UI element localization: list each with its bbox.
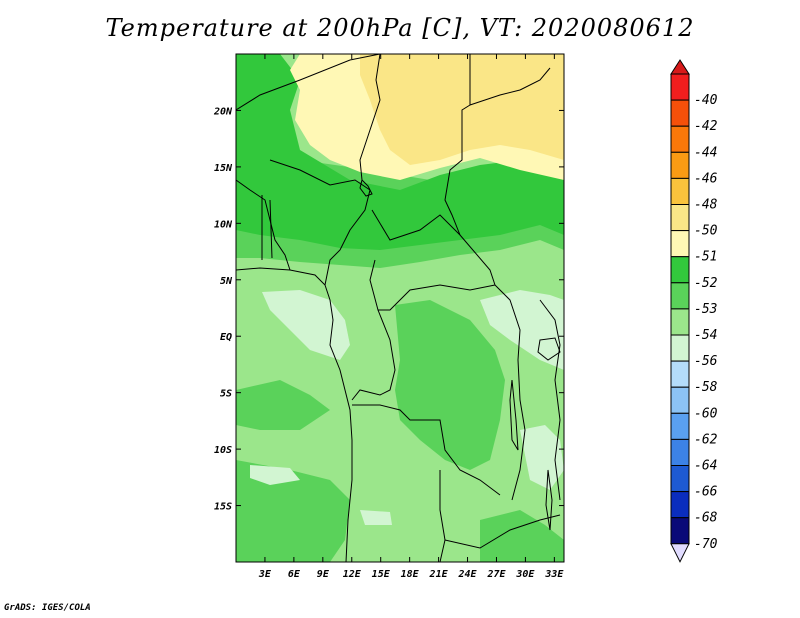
colorbar-swatch	[670, 177, 690, 205]
colorbar-swatch	[670, 465, 690, 493]
lon-tick-label: 15E	[372, 569, 391, 580]
grads-credit: GrADS: IGES/COLA	[4, 603, 91, 613]
lat-tick-label: 5N	[220, 276, 233, 287]
border-ghana-togo	[261, 195, 273, 260]
colorbar-swatch	[670, 230, 690, 258]
colorbar-label: -60	[694, 406, 718, 421]
lon-tick-label: 18E	[401, 569, 420, 580]
colorbar-label: -52	[694, 276, 718, 291]
colorbar-swatch	[670, 386, 690, 414]
colorbar-label: -50	[694, 224, 718, 239]
border-zambia-south	[444, 514, 561, 549]
colorbar: -40 -42 -44 -46 -48 -50 -51 -52 -53 -54 -56 -58 -60 -…	[670, 59, 718, 563]
lon-tick-label: 33E	[544, 569, 564, 580]
lon-tick-label: 6E	[288, 569, 301, 580]
lon-tick-label: 27E	[486, 569, 506, 580]
lat-tick-label: 10S	[214, 445, 232, 456]
boundaries	[236, 54, 561, 562]
colorbar-swatch	[670, 491, 690, 519]
colorbar-label: -40	[694, 93, 718, 108]
border-chad-car	[371, 209, 496, 286]
colorbar-label: -53	[694, 302, 717, 317]
border-algeria-niger	[236, 54, 381, 111]
lake-victoria	[537, 337, 561, 361]
lake-malawi	[545, 469, 553, 531]
colorbar-label: -56	[694, 354, 718, 369]
colorbar-swatch	[670, 99, 690, 127]
lake-chad	[359, 179, 373, 197]
colorbar-label: -66	[694, 485, 718, 500]
colorbar-swatch	[670, 151, 690, 179]
colorbar-swatch	[670, 73, 690, 101]
colorbar-label: -51	[694, 250, 717, 265]
colorbar-swatch	[670, 308, 690, 336]
lat-tick-label: 5S	[220, 389, 232, 400]
colorbar-swatch	[670, 360, 690, 388]
field-dark-green	[236, 54, 564, 250]
lon-tick-label: 12E	[343, 569, 362, 580]
border-angola-zambia	[439, 470, 446, 562]
lon-tick-label: 30E	[515, 569, 535, 580]
colorbar-label: -64	[694, 459, 717, 474]
colorbar-label: -44	[694, 145, 717, 160]
colorbar-label: -70	[694, 537, 718, 552]
border-nigeria-cameroon	[324, 189, 371, 286]
lake-tanganyika	[509, 379, 519, 451]
colorbar-swatch	[670, 334, 690, 362]
field-medium-green-southeast	[480, 510, 564, 562]
red-sea-coast	[469, 67, 551, 106]
border-congo-drc	[351, 309, 396, 401]
lat-tick-label: 15N	[214, 163, 233, 174]
border-cameroon-car	[369, 259, 496, 311]
lon-tick-label: 21E	[429, 569, 449, 580]
longitude-axis: 3E 6E 9E 12E 15E 18E 21E 24E 27E 30E 33E	[258, 54, 564, 580]
colorbar-label: -42	[694, 119, 718, 134]
colorbar-swatch	[670, 282, 690, 310]
colorbar-label: -68	[694, 511, 718, 526]
lon-tick-label: 24E	[457, 569, 477, 580]
chart-title: Temperature at 200hPa [C], VT: 202008061…	[105, 14, 695, 42]
border-drc-east	[494, 284, 526, 501]
colorbar-swatch	[670, 412, 690, 440]
field-cool-patch-south-2	[360, 510, 392, 525]
border-niger-nigeria	[269, 159, 371, 191]
colorbar-label: -58	[694, 380, 718, 395]
lat-tick-label: 15S	[214, 502, 232, 513]
lat-tick-label: 10N	[214, 219, 233, 230]
field-medium-green-center	[395, 300, 505, 470]
border-east-africa	[539, 299, 561, 501]
colorbar-swatch	[670, 204, 690, 232]
map-frame	[235, 53, 565, 563]
field-cool-patch-east	[480, 290, 564, 370]
temperature-field	[236, 54, 564, 562]
colorbar-bottom-triangle	[670, 543, 690, 563]
lon-tick-label: 9E	[317, 569, 330, 580]
colorbar-label: -48	[694, 198, 718, 213]
colorbar-swatch	[670, 517, 690, 545]
lon-tick-label: 3E	[258, 569, 272, 580]
lat-tick-label: 20N	[213, 106, 233, 117]
border-west-africa	[236, 179, 291, 271]
colorbar-label: -46	[694, 171, 718, 186]
border-egypt-sudan	[444, 54, 471, 236]
colorbar-swatch	[670, 438, 690, 466]
field-cool-patch-lake	[520, 425, 564, 490]
colorbar-label: -54	[694, 328, 717, 343]
coastline-west	[236, 267, 353, 562]
colorbar-swatch	[670, 256, 690, 284]
latitude-axis: 20N 15N 10N 5N EQ 5S 10S 15S	[213, 106, 564, 513]
colorbar-label: -62	[694, 432, 718, 447]
border-angola-drc	[352, 404, 501, 496]
field-medium-green-southwest	[236, 460, 350, 562]
colorbar-swatch	[670, 125, 690, 153]
colorbar-top-triangle	[670, 59, 690, 75]
field-cool-patch-west	[262, 290, 350, 360]
field-medium-green-south	[236, 380, 330, 430]
lat-tick-label: EQ	[220, 332, 232, 343]
border-libya-chad	[359, 54, 381, 181]
field-cool-patch-south	[250, 465, 300, 485]
